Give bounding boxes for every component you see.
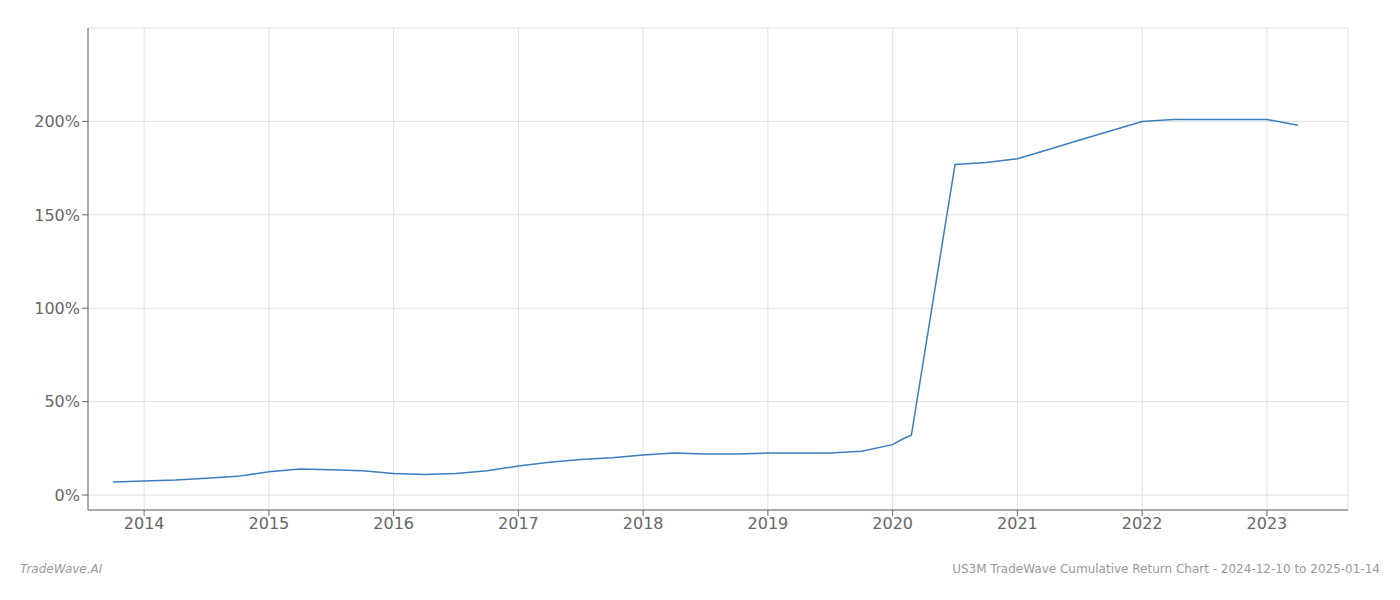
svg-text:2021: 2021 (997, 514, 1038, 533)
svg-text:150%: 150% (34, 206, 80, 225)
svg-text:2020: 2020 (872, 514, 913, 533)
html-text:US3M TradeWave Cumulative Retu: US3M TradeWave Cumulative Return Chart -… (952, 562, 1380, 576)
svg-text:2022: 2022 (1122, 514, 1163, 533)
svg-text:2023: 2023 (1247, 514, 1288, 533)
svg-text:200%: 200% (34, 112, 80, 131)
svg-text:50%: 50% (44, 392, 80, 411)
svg-text:2014: 2014 (124, 514, 165, 533)
svg-text:100%: 100% (34, 299, 80, 318)
html-text:TradeWave.AI: TradeWave.AI (20, 562, 103, 576)
svg-text:2017: 2017 (498, 514, 539, 533)
svg-text:2019: 2019 (748, 514, 789, 533)
svg-text:2015: 2015 (249, 514, 290, 533)
svg-text:2018: 2018 (623, 514, 664, 533)
svg-text:2016: 2016 (373, 514, 414, 533)
svg-text:0%: 0% (55, 486, 80, 505)
